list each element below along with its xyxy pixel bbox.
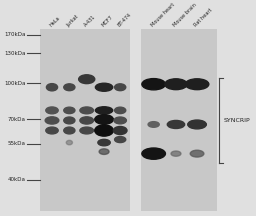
Ellipse shape xyxy=(46,84,58,91)
Bar xyxy=(40,29,130,211)
Ellipse shape xyxy=(80,107,93,114)
Text: 70kDa: 70kDa xyxy=(8,117,26,122)
Text: BT-474: BT-474 xyxy=(117,12,132,28)
Ellipse shape xyxy=(171,151,181,156)
Text: 40kDa: 40kDa xyxy=(8,177,26,182)
Ellipse shape xyxy=(95,83,113,91)
Text: Jurkat: Jurkat xyxy=(66,14,80,28)
Text: 100kDa: 100kDa xyxy=(4,81,26,86)
Ellipse shape xyxy=(148,122,159,127)
Ellipse shape xyxy=(64,117,75,124)
Text: HeLa: HeLa xyxy=(48,15,61,28)
Text: 130kDa: 130kDa xyxy=(4,51,26,56)
Ellipse shape xyxy=(167,121,185,129)
Ellipse shape xyxy=(99,149,109,154)
Ellipse shape xyxy=(95,115,113,124)
Ellipse shape xyxy=(64,107,75,114)
Ellipse shape xyxy=(185,79,209,90)
Ellipse shape xyxy=(142,79,165,90)
Text: A-431: A-431 xyxy=(83,14,97,28)
Ellipse shape xyxy=(98,139,110,146)
Ellipse shape xyxy=(66,140,72,145)
Ellipse shape xyxy=(114,117,126,124)
Ellipse shape xyxy=(165,79,187,90)
Ellipse shape xyxy=(79,75,95,84)
Ellipse shape xyxy=(80,127,93,134)
Ellipse shape xyxy=(188,120,206,129)
Ellipse shape xyxy=(190,150,204,157)
Ellipse shape xyxy=(80,117,93,124)
Ellipse shape xyxy=(115,137,126,143)
Bar xyxy=(141,29,217,211)
Ellipse shape xyxy=(113,127,127,135)
Text: 170kDa: 170kDa xyxy=(4,32,26,37)
Ellipse shape xyxy=(95,125,113,136)
Text: Rat heart: Rat heart xyxy=(194,8,214,28)
Text: MCF7: MCF7 xyxy=(101,15,114,28)
Ellipse shape xyxy=(95,107,113,114)
Text: Mouse heart: Mouse heart xyxy=(150,2,176,28)
Ellipse shape xyxy=(64,127,75,134)
Ellipse shape xyxy=(45,117,59,124)
Text: SYNCRIP: SYNCRIP xyxy=(224,118,250,123)
Ellipse shape xyxy=(115,107,126,114)
Text: 55kDa: 55kDa xyxy=(8,141,26,146)
Ellipse shape xyxy=(46,127,58,134)
Text: Mouse brain: Mouse brain xyxy=(173,3,198,28)
Ellipse shape xyxy=(64,84,75,91)
Ellipse shape xyxy=(46,107,58,114)
Ellipse shape xyxy=(142,148,165,159)
Ellipse shape xyxy=(115,84,126,91)
